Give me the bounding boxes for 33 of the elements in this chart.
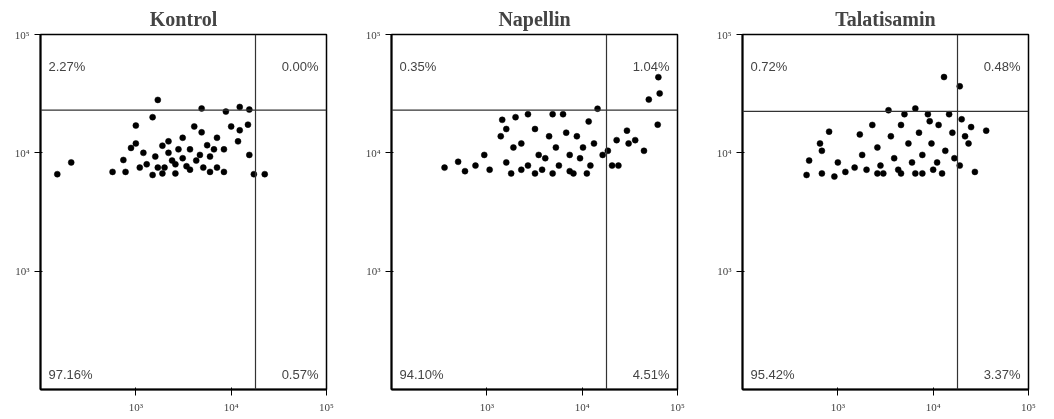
x-tick-label: 10⁵ [670,400,686,413]
annotation: 0.48% [983,58,1021,74]
annotation: 0.35% [399,58,437,74]
y-tick-label: 10³ [366,265,382,278]
annotation: 95.42% [750,366,796,382]
x-tick-label: 10³ [128,400,144,413]
y-tick-label: 10⁵ [365,28,381,41]
annotation: 0.00% [281,58,319,74]
chart-title: Talatisamin [835,7,936,30]
annotation: 4.51% [632,366,670,382]
x-tick-label: 10⁵ [1021,400,1037,413]
y-tick-label: 10³ [717,265,733,278]
annotation: 3.37% [983,366,1021,382]
y-tick-label: 10⁴ [365,146,381,159]
y-tick-label: 10⁴ [716,146,732,159]
annotation: 1.04% [632,58,670,74]
annotation: 0.72% [750,58,788,74]
x-tick-label: 10³ [479,400,495,413]
annotation: 94.10% [399,366,445,382]
x-tick-label: 10⁴ [925,400,941,413]
chart-title: Napellin [498,7,571,31]
y-tick-label: 10⁵ [14,28,30,41]
annotation: 0.57% [281,366,319,382]
chart-title: Kontrol [149,7,218,30]
y-tick-label: 10³ [15,265,31,278]
annotation: 97.16% [48,366,94,382]
y-tick-label: 10⁴ [14,146,30,159]
x-tick-label: 10³ [830,400,846,413]
x-tick-label: 10⁴ [223,400,239,413]
x-tick-label: 10⁴ [574,400,590,413]
y-tick-label: 10⁵ [716,28,732,41]
x-tick-label: 10⁵ [319,400,335,413]
annotation: 2.27% [48,58,86,74]
